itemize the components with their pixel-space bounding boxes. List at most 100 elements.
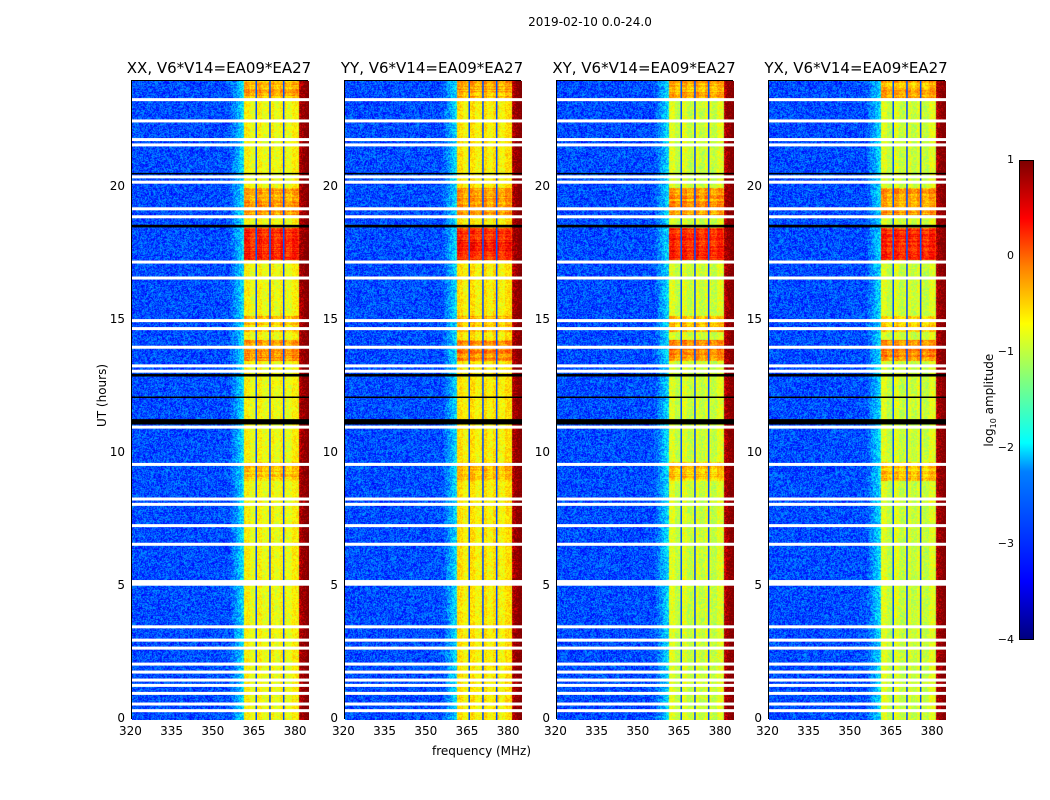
flagged-row: [769, 327, 946, 331]
x-tick-label: 365: [455, 724, 479, 738]
flagged-row: [769, 524, 946, 528]
flagged-row: [769, 497, 946, 501]
x-tick-label: 365: [242, 724, 266, 738]
flagged-row: [132, 691, 309, 695]
flagged-row: [345, 625, 522, 629]
flagged-row: [557, 119, 734, 123]
flagged-row: [557, 524, 734, 528]
flagged-row: [769, 582, 946, 586]
flagged-row: [345, 582, 522, 586]
zero-data-band: [769, 172, 946, 175]
flagged-row: [132, 345, 309, 349]
flagged-row: [345, 683, 522, 687]
y-tick-label: 20: [534, 178, 550, 193]
flagged-row: [769, 542, 946, 546]
colorbar: [1019, 160, 1034, 640]
flagged-row: [345, 345, 522, 349]
flagged-row: [769, 625, 946, 629]
flagged-row: [557, 502, 734, 506]
flagged-row: [557, 345, 734, 349]
flagged-row: [132, 524, 309, 528]
flagged-row: [769, 260, 946, 264]
y-tick-label: 20: [746, 178, 762, 193]
flagged-row: [769, 425, 946, 429]
flagged-row: [769, 319, 946, 323]
y-tick-label: 15: [534, 311, 550, 326]
flagged-row: [557, 662, 734, 666]
colorbar-label: log10 amplitude: [981, 353, 999, 447]
flagged-row: [769, 709, 946, 713]
y-tick-label: 0: [330, 711, 338, 725]
flagged-row: [345, 276, 522, 280]
y-tick-label: 10: [534, 444, 550, 459]
flagged-row: [345, 497, 522, 501]
flagged-row: [132, 542, 309, 546]
flagged-row: [132, 138, 309, 142]
zero-data-band: [769, 396, 946, 399]
flagged-row: [345, 327, 522, 331]
x-tick-label: 380: [920, 724, 944, 738]
band-gap-line: [707, 81, 710, 720]
band-gap-line: [255, 81, 257, 720]
flagged-row: [345, 709, 522, 713]
zero-data-band: [345, 172, 522, 175]
x-axis-label: frequency (MHz): [432, 744, 532, 758]
colorbar-tick-label: −4: [997, 633, 1014, 646]
flagged-row: [132, 678, 309, 682]
flagged-row: [557, 683, 734, 687]
y-tick-label: 20: [109, 178, 125, 193]
flagged-row: [769, 646, 946, 650]
heatmap-image: [345, 81, 522, 720]
zero-data-band: [769, 373, 946, 377]
flagged-row: [557, 180, 734, 184]
y-tick-label: 5: [542, 577, 550, 592]
y-tick-label: 5: [330, 577, 338, 592]
flagged-row: [345, 319, 522, 323]
flagged-row: [557, 691, 734, 695]
flagged-row: [345, 180, 522, 184]
zero-data-band: [132, 396, 309, 399]
band-gap-line: [680, 81, 682, 720]
flagged-row: [557, 207, 734, 211]
flagged-row: [132, 276, 309, 280]
flagged-row: [557, 215, 734, 219]
band-gap-line: [269, 81, 271, 720]
panel-title: YY, V6*V14=EA09*EA27: [340, 59, 524, 77]
flagged-row: [557, 260, 734, 264]
flagged-row: [345, 542, 522, 546]
band-gap-line: [495, 81, 498, 720]
flagged-row: [345, 638, 522, 642]
flagged-row: [132, 327, 309, 331]
flagged-row: [345, 207, 522, 211]
flagged-row: [769, 119, 946, 123]
x-tick-label: 365: [667, 724, 691, 738]
x-tick-label: 350: [626, 724, 650, 738]
zero-data-band: [132, 172, 309, 175]
flagged-row: [557, 625, 734, 629]
band-gap-line: [694, 81, 696, 720]
band-gap-line: [919, 81, 922, 720]
flagged-row: [557, 276, 734, 280]
x-tick-label: 335: [585, 724, 609, 738]
flagged-row: [345, 662, 522, 666]
flagged-row: [557, 425, 734, 429]
flagged-row: [345, 702, 522, 706]
band-gap-line: [482, 81, 484, 720]
flagged-row: [132, 462, 309, 466]
flagged-row: [345, 364, 522, 368]
zero-data-band: [557, 172, 734, 175]
y-tick-label: 5: [754, 577, 762, 592]
flagged-row: [769, 345, 946, 349]
flagged-row: [132, 180, 309, 184]
flagged-row: [132, 638, 309, 642]
flagged-row: [345, 119, 522, 123]
flagged-row: [345, 678, 522, 682]
x-tick-label: 335: [160, 724, 184, 738]
zero-data-band: [132, 419, 309, 425]
flagged-row: [132, 662, 309, 666]
y-tick-label: 0: [542, 711, 550, 725]
band-gap-line: [468, 81, 470, 720]
flagged-row: [557, 638, 734, 642]
flagged-row: [557, 98, 734, 102]
